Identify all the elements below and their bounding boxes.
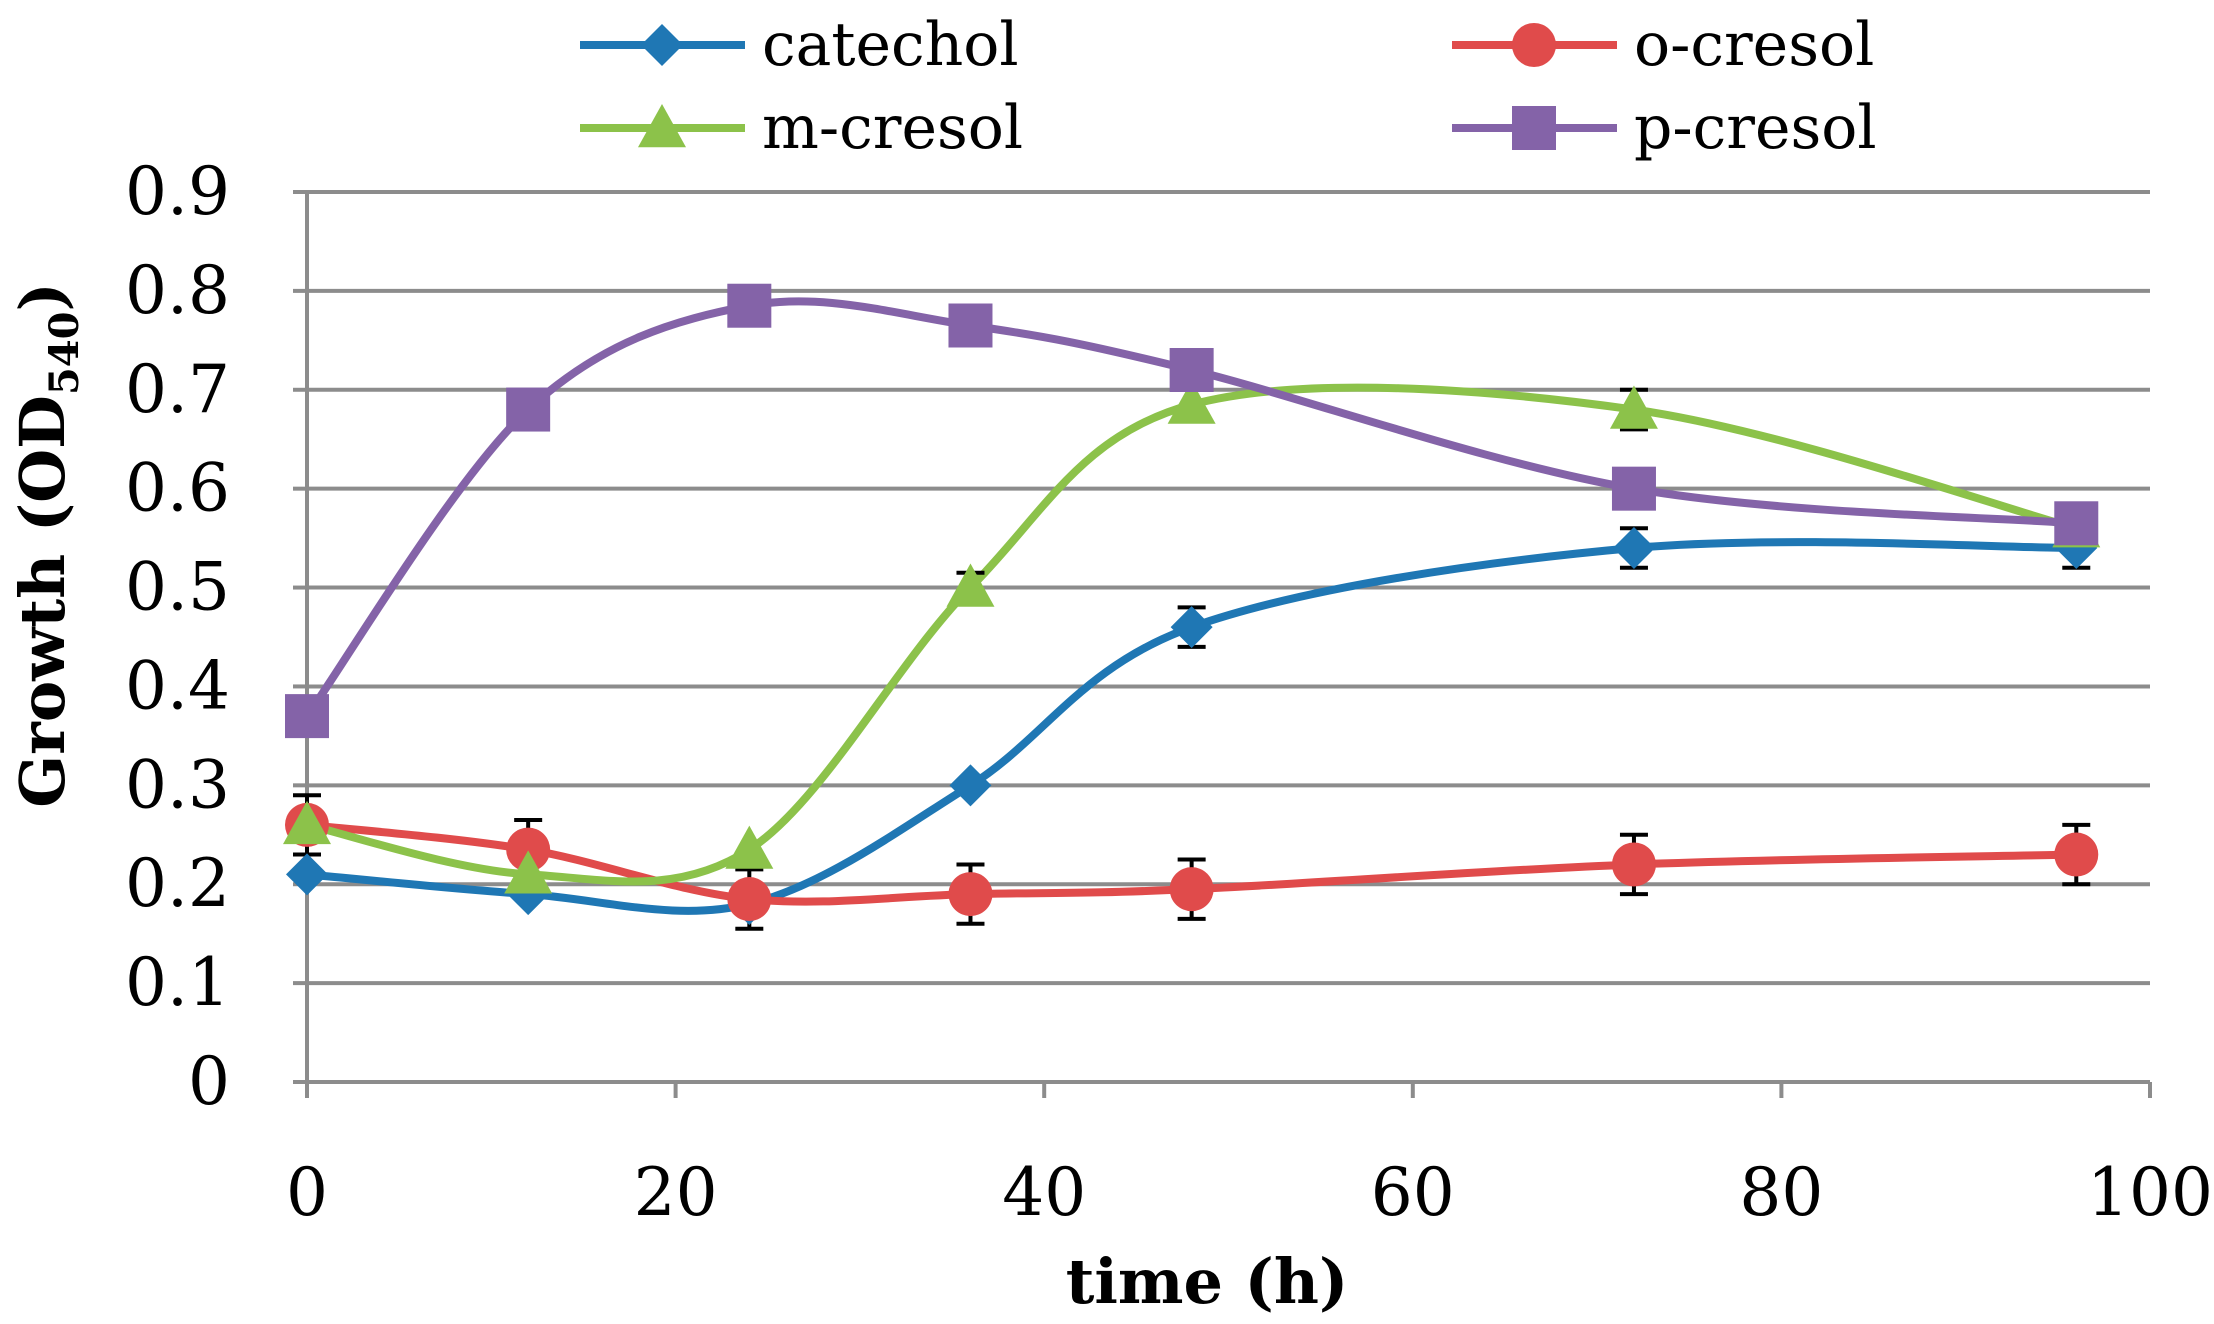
data-point-m-cresol [725, 825, 774, 869]
legend-item-p-cresol: p-cresol [1452, 93, 1877, 163]
data-point-p-cresol [1169, 348, 1214, 392]
data-point-p-cresol [285, 694, 329, 739]
y-tick-label: 0.5 [125, 549, 230, 626]
y-axis-title: Growth (OD540) [6, 282, 88, 808]
legend-item-m-cresol: m-cresol [580, 93, 1023, 163]
y-tick-label: 0.2 [125, 845, 230, 922]
y-tick-label: 0.4 [125, 647, 230, 724]
data-point-catechol [949, 764, 992, 807]
data-point-m-cresol [504, 850, 553, 894]
x-tick-label: 100 [2087, 1154, 2213, 1231]
y-axis-title-subscript: 540 [41, 312, 88, 396]
data-point-o-cresol [506, 827, 551, 872]
x-axis-title: time (h) [1066, 1245, 1349, 1318]
legend-marker-p-cresol [1512, 106, 1556, 150]
legend-label-o-cresol: o-cresol [1634, 10, 1874, 80]
data-point-p-cresol [727, 283, 772, 328]
data-point-p-cresol [506, 387, 551, 432]
y-tick-label: 0.1 [125, 944, 230, 1021]
y-tick-label: 0 [188, 1043, 230, 1120]
legend-label-catechol: catechol [762, 10, 1019, 80]
data-markers [283, 283, 2101, 925]
series-line-catechol [306, 538, 2077, 915]
y-tick-label: 0.6 [125, 450, 230, 527]
y-tick-label: 0.8 [125, 252, 230, 329]
data-point-m-cresol [1167, 380, 1216, 424]
data-point-p-cresol [948, 303, 993, 348]
axes [293, 190, 2152, 1098]
data-point-o-cresol [948, 872, 993, 917]
data-point-m-cresol [1609, 385, 1658, 429]
y-tick-label: 0.7 [125, 351, 230, 428]
data-point-o-cresol [1169, 867, 1214, 912]
legend: catechol o-cresol m-cresol p-cresol [580, 10, 1877, 163]
legend-item-catechol: catechol [580, 10, 1019, 80]
legend-marker-o-cresol [1512, 23, 1556, 67]
data-point-m-cresol [946, 563, 995, 607]
legend-item-o-cresol: o-cresol [1452, 10, 1874, 80]
data-point-o-cresol [1611, 842, 1656, 887]
data-point-p-cresol [2054, 501, 2099, 546]
tick-labels: 0 0.1 0.2 0.3 0.4 0.5 0.6 0.7 0.8 0.9 0 20 40 60 80 100 [125, 153, 2213, 1231]
data-point-p-cresol [1611, 466, 1656, 511]
data-point-catechol [1612, 527, 1655, 569]
legend-label-p-cresol: p-cresol [1634, 93, 1877, 163]
data-point-catechol [286, 853, 328, 896]
series-line-m-cresol [306, 383, 2078, 886]
data-point-o-cresol [727, 877, 772, 922]
y-axis-title-main: Growth (OD [6, 395, 79, 808]
data-point-m-cresol [283, 800, 331, 845]
x-tick-label: 80 [1739, 1154, 1823, 1231]
x-tick-label: 40 [1002, 1154, 1086, 1231]
data-point-catechol [1170, 606, 1213, 649]
y-axis-title-close: ) [6, 282, 79, 311]
x-tick-label: 0 [286, 1154, 328, 1231]
legend-label-m-cresol: m-cresol [762, 93, 1023, 163]
legend-marker-catechol [641, 24, 683, 66]
y-tick-label: 0.3 [125, 746, 230, 823]
legend-marker-m-cresol [638, 104, 686, 148]
x-tick-label: 60 [1371, 1154, 1455, 1231]
data-point-o-cresol [2054, 832, 2099, 877]
y-tick-label: 0.9 [125, 153, 230, 230]
x-tick-label: 20 [634, 1154, 718, 1231]
